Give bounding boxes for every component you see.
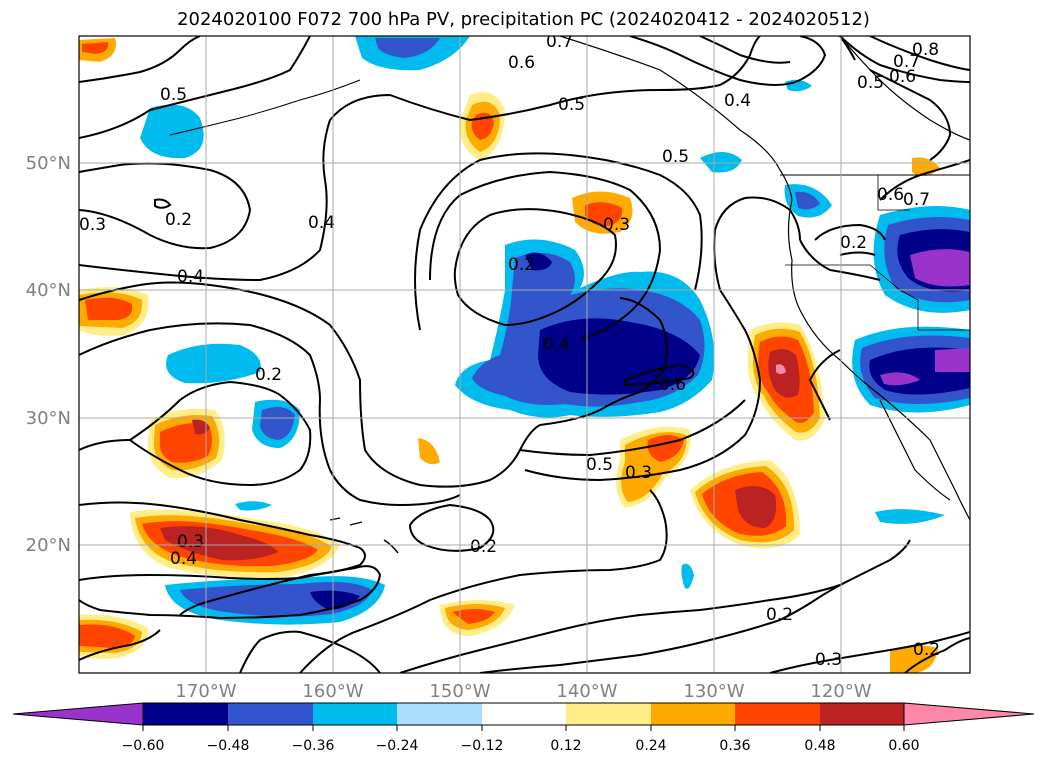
colorbar-swatch xyxy=(143,703,228,725)
lon-label: 130°W xyxy=(683,681,744,702)
colorbar-tick-label: 0.36 xyxy=(719,738,750,754)
lon-label: 150°W xyxy=(429,681,490,702)
contour-label: 0.5 xyxy=(160,85,187,105)
contour-label: 0.3 xyxy=(815,650,842,670)
colorbar-tick-label: −0.12 xyxy=(461,738,504,754)
lon-label: 140°W xyxy=(556,681,617,702)
colorbar-swatch xyxy=(228,703,313,725)
lat-label: 20°N xyxy=(26,535,71,556)
colorbar-swatch xyxy=(651,703,735,725)
contour-label: 0.6 xyxy=(659,375,686,395)
contour-label: 0.7 xyxy=(546,32,573,52)
contour-labels: 0.5 0.7 0.6 0.5 0.4 0.5 0.8 0.7 0.6 0.5 … xyxy=(79,32,940,670)
lon-label: 170°W xyxy=(175,681,236,702)
colorbar-extend-max xyxy=(903,702,1035,726)
colorbar-swatch xyxy=(482,703,566,725)
colorbar-swatch xyxy=(313,703,397,725)
contour-label: 0.3 xyxy=(177,532,204,552)
contour-label: 0.4 xyxy=(308,213,335,233)
contour-label: 0.2 xyxy=(913,640,940,660)
lat-label: 30°N xyxy=(26,408,71,429)
lon-label: 160°W xyxy=(302,681,363,702)
contour-label: 0.5 xyxy=(586,455,613,475)
coastlines xyxy=(169,36,970,554)
contour-label: 0.3 xyxy=(625,463,652,483)
gridlines xyxy=(79,36,970,673)
contour-label: 0.6 xyxy=(508,53,535,73)
contour-label: 0.5 xyxy=(857,73,884,93)
pv-contours xyxy=(79,36,970,673)
contour-label: 0.2 xyxy=(255,365,282,385)
contour-label: 0.5 xyxy=(558,95,585,115)
contour-label: 0.2 xyxy=(840,233,867,253)
colorbar-tick-label: 0.12 xyxy=(550,738,581,754)
colorbar-tick-label: −0.36 xyxy=(292,738,335,754)
lon-label: 120°W xyxy=(810,681,871,702)
contour-label: 0.6 xyxy=(889,67,916,87)
colorbar-tick-label: 0.24 xyxy=(635,738,666,754)
lon-axis-labels: 170°W 160°W 150°W 140°W 130°W 120°W xyxy=(175,681,871,702)
colorbar-extend-min xyxy=(12,702,144,726)
colorbar-tick-label: −0.24 xyxy=(376,738,419,754)
contour-label: 0.4 xyxy=(543,335,570,355)
contour-label: 0.4 xyxy=(724,91,751,111)
contour-label: 0.7 xyxy=(893,52,920,72)
contour-label: 0.2 xyxy=(165,210,192,230)
contour-label: 0.3 xyxy=(79,215,106,235)
colorbar-tick-label: −0.60 xyxy=(122,738,165,754)
colorbar-tick-label: −0.48 xyxy=(207,738,250,754)
contour-label: 0.6 xyxy=(877,185,904,205)
lat-label: 40°N xyxy=(26,280,71,301)
contour-label: 0.7 xyxy=(903,190,930,210)
contour-label: 0.2 xyxy=(470,537,497,557)
contour-label: 0.5 xyxy=(662,147,689,167)
colorbar-tick-label: 0.60 xyxy=(888,738,919,754)
colorbar-swatch xyxy=(735,703,820,725)
map-title: 2024020100 F072 700 hPa PV, precipitatio… xyxy=(177,9,870,30)
colorbar-swatch xyxy=(566,703,651,725)
contour-label: 0.8 xyxy=(912,40,939,60)
colorbar-tick-label: 0.48 xyxy=(804,738,835,754)
contour-label: 0.2 xyxy=(508,255,535,275)
contour-label: 0.4 xyxy=(177,267,204,287)
colorbar-swatch xyxy=(820,703,904,725)
map-frame xyxy=(78,35,971,674)
colorbar-swatch xyxy=(397,703,482,725)
contour-label: 0.3 xyxy=(603,215,630,235)
lat-label: 50°N xyxy=(26,153,71,174)
contour-label: 0.2 xyxy=(766,605,793,625)
contour-label: 0.4 xyxy=(170,549,197,569)
colorbar: −0.60 −0.48 −0.36 −0.24 −0.12 0.12 0.24 … xyxy=(12,702,1035,754)
lat-axis-labels: 50°N 40°N 30°N 20°N xyxy=(26,153,71,556)
